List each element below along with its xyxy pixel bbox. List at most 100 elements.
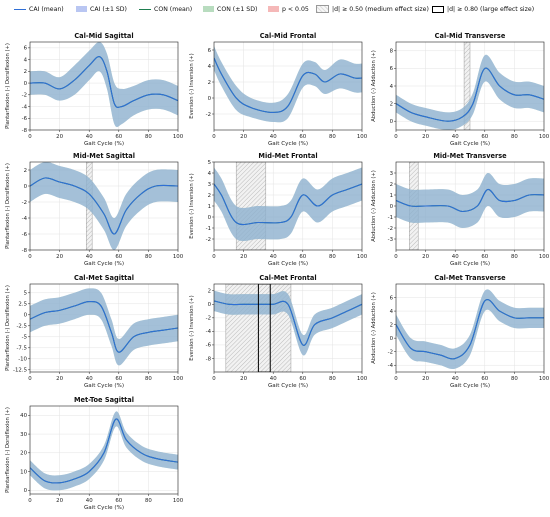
x-tick-label: 40 — [86, 254, 93, 260]
y-tick-label: -6 — [22, 116, 28, 122]
x-tick-label: 60 — [299, 134, 306, 140]
cai-sd-band — [396, 172, 544, 228]
y-tick-label: 8 — [390, 49, 394, 55]
x-axis-label: Gait Cycle (%) — [84, 505, 124, 511]
chart-title: Cal-Met Transverse — [434, 274, 506, 282]
y-tick-label: 40 — [20, 413, 27, 419]
y-tick-label: 10 — [20, 469, 27, 475]
y-tick-label: -4 — [22, 104, 28, 110]
y-tick-label: 2 — [24, 168, 27, 174]
y-tick-label: 2.5 — [18, 302, 27, 308]
x-tick-label: 60 — [481, 134, 488, 140]
x-tick-label: 80 — [329, 254, 336, 260]
legend-label: p < 0.05 — [282, 6, 309, 13]
large-effect-region — [257, 284, 271, 372]
x-tick-label: 80 — [145, 134, 152, 140]
y-tick-label: 4 — [208, 171, 212, 177]
chart-cal-mid-transverse: Cal-Mid Transverse 0 20 40 60 80 100 0 2 4 6 8 Gait … — [371, 32, 550, 147]
y-tick-label: 0 — [208, 96, 212, 102]
y-tick-label: -7.5 — [16, 346, 27, 352]
x-tick-label: 20 — [56, 254, 63, 260]
x-tick-label: 40 — [270, 376, 277, 382]
x-tick-label: 80 — [145, 376, 152, 382]
y-tick-label: 3 — [390, 171, 393, 177]
x-axis-label: Gait Cycle (%) — [450, 261, 490, 267]
plot-area — [214, 284, 362, 372]
x-tick-label: 40 — [270, 254, 277, 260]
chart-title: Cal-Mid Transverse — [435, 32, 506, 40]
x-tick-label: 100 — [173, 134, 184, 140]
y-tick-label: 0 — [24, 81, 28, 87]
cai-sd-band — [30, 42, 178, 128]
x-tick-label: 0 — [28, 376, 32, 382]
x-tick-label: 40 — [452, 254, 459, 260]
plot-area — [396, 284, 544, 372]
x-tick-label: 0 — [394, 254, 398, 260]
y-tick-label: 0 — [390, 336, 394, 342]
axes-frame — [29, 161, 179, 251]
y-tick-label: 2 — [390, 182, 393, 188]
x-tick-label: 80 — [329, 376, 336, 382]
x-axis-label: Gait Cycle (%) — [450, 141, 490, 147]
x-tick-label: 20 — [56, 376, 63, 382]
y-tick-label: 1 — [208, 204, 211, 210]
legend: CAI (mean) CAI (±1 SD) CON (mean) CON (±… — [0, 0, 550, 22]
y-tick-label: -10 — [18, 357, 27, 363]
x-tick-label: 60 — [481, 376, 488, 382]
x-axis-label: Gait Cycle (%) — [450, 383, 490, 389]
x-tick-label: 20 — [240, 376, 247, 382]
plot-area — [30, 406, 178, 494]
x-tick-label: 100 — [357, 376, 368, 382]
y-tick-label: 0 — [390, 119, 394, 125]
chart-cal-mid-frontal: Cal-Mid Frontal 0 20 40 60 80 100 -2 0 2 4 6 Gait Cy… — [189, 32, 368, 147]
x-tick-label: 60 — [115, 498, 122, 504]
y-tick-label: 20 — [20, 451, 27, 457]
legend-cai-mean: CAI (mean) — [14, 4, 64, 16]
y-tick-label: -2 — [206, 237, 211, 243]
y-tick-label: 2 — [390, 322, 393, 328]
legend-con-sd: CON (±1 SD) — [203, 4, 257, 16]
plot-area — [214, 42, 362, 130]
y-tick-label: 4 — [390, 309, 394, 315]
y-tick-label: -12.5 — [13, 368, 27, 374]
chart-title: Cal-Met Frontal — [259, 274, 316, 282]
x-tick-label: 20 — [240, 254, 247, 260]
plot-area — [396, 162, 544, 250]
y-tick-label: 4 — [24, 57, 28, 63]
y-axis-label: Abduction (-) Adduction (+) — [371, 292, 377, 364]
y-axis-label: Abduction (-) Adduction (+) — [371, 170, 377, 242]
x-tick-label: 60 — [481, 254, 488, 260]
y-axis-label: Eversion (-) Inversion (+) — [189, 53, 195, 118]
axes-frame — [213, 283, 363, 373]
medium-effect-region — [463, 42, 471, 130]
y-axis-label: Eversion (-) Inversion (+) — [189, 173, 195, 238]
x-tick-label: 80 — [329, 134, 336, 140]
chart-title: Cal-Mid Sagittal — [74, 32, 133, 40]
x-tick-label: 80 — [145, 498, 152, 504]
chart-title: Met-Toe Sagittal — [74, 396, 134, 404]
axes-frame — [29, 283, 179, 373]
y-tick-label: 2 — [208, 289, 211, 295]
x-axis-label: Gait Cycle (%) — [84, 261, 124, 267]
y-tick-label: 0 — [24, 313, 28, 319]
y-tick-label: 0 — [208, 215, 212, 221]
y-tick-label: 1 — [390, 193, 393, 199]
y-tick-label: -2 — [22, 93, 27, 99]
cai-sd-band — [214, 290, 362, 356]
y-tick-label: 6 — [390, 295, 394, 301]
y-axis-label: Plantarflexion (-) Dorsiflexion (+) — [5, 163, 11, 249]
x-axis-label: Gait Cycle (%) — [84, 383, 124, 389]
y-axis-label: Abduction (-) Adduction (+) — [371, 50, 377, 122]
x-tick-label: 20 — [422, 254, 429, 260]
y-tick-label: -5 — [22, 335, 27, 341]
x-tick-label: 100 — [539, 376, 550, 382]
x-tick-label: 20 — [56, 134, 63, 140]
x-tick-label: 0 — [28, 254, 32, 260]
chart-mid-met-sagittal: Mid-Met Sagittal 0 20 40 60 80 100 -8 -6 -4 -2 0 2 Ga… — [5, 152, 184, 267]
y-tick-label: -1 — [388, 215, 393, 221]
y-tick-label: 30 — [20, 432, 27, 438]
x-tick-label: 100 — [173, 254, 184, 260]
y-tick-label: 4 — [390, 84, 394, 90]
y-tick-label: -8 — [22, 248, 28, 254]
